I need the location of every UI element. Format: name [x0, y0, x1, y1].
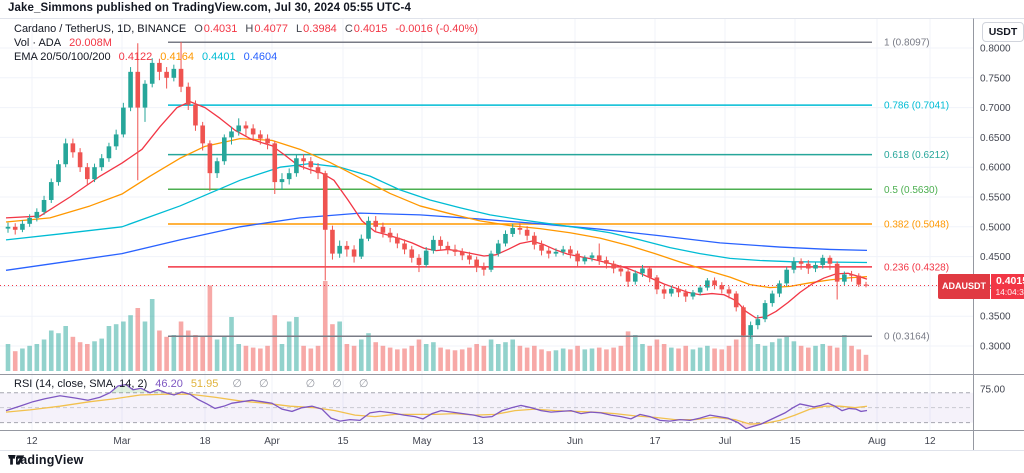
close-label: C [344, 23, 353, 35]
svg-text:0.786 (0.7041): 0.786 (0.7041) [884, 101, 949, 112]
attribution-text: Jake_Simmons published on TradingView.co… [8, 2, 411, 14]
svg-text:0.6000: 0.6000 [980, 163, 1011, 174]
svg-text:0.5000: 0.5000 [980, 222, 1011, 233]
svg-text:12: 12 [924, 436, 936, 447]
svg-text:Jul: Jul [719, 436, 732, 447]
svg-text:0.3000: 0.3000 [980, 342, 1011, 353]
rsi-title: RSI (14, close, SMA, 14, 2) [14, 378, 148, 390]
change-value: -0.0016 (-0.40%) [395, 23, 478, 35]
fib-retracement-lines[interactable] [168, 41, 872, 337]
ema-lines [5, 100, 868, 319]
svg-text:0.236 (0.4328): 0.236 (0.4328) [884, 262, 949, 273]
close-value: 0.4015 [353, 23, 388, 35]
svg-text:May: May [413, 436, 432, 447]
volume-legend-row[interactable]: Vol · ADA 20.008M [14, 37, 112, 49]
volume-label: Vol · ADA [14, 37, 62, 49]
price-axis-labels[interactable]: 0.8000 0.7500 0.7000 0.6500 0.6000 0.5500 0.50… [980, 44, 1011, 396]
svg-text:0.7500: 0.7500 [980, 73, 1011, 84]
svg-text:0.8000: 0.8000 [980, 44, 1011, 55]
volume-bars [5, 281, 869, 371]
svg-text:15: 15 [789, 436, 801, 447]
tradingview-logo-text: TradingView [8, 453, 84, 467]
candles [5, 42, 869, 339]
time-axis-labels[interactable]: 12 Mar 18 Apr 15 May 13 Jun 17 Jul 15 Aug 12 [26, 436, 936, 447]
svg-text:Aug: Aug [868, 436, 886, 447]
symbol-title: Cardano / TetherUS, 1D, BINANCE [14, 23, 187, 35]
badge-price-box: 0.4015 14:04:36 [991, 274, 1024, 299]
svg-text:17: 17 [649, 436, 661, 447]
badge-symbol: ADAUSDT [938, 274, 990, 299]
ema-legend-row[interactable]: EMA 20/50/100/200 0.4122 0.4164 0.4401 0.460… [14, 51, 277, 63]
svg-text:0.3500: 0.3500 [980, 312, 1011, 323]
svg-text:75.00: 75.00 [980, 385, 1005, 396]
svg-text:0.618 (0.6212): 0.618 (0.6212) [884, 150, 949, 161]
tradingview-logo-icon [8, 455, 25, 465]
last-price-badge: ADAUSDT 0.4015 14:04:36 [938, 274, 1024, 299]
symbol-legend-row[interactable]: Cardano / TetherUS, 1D, BINANCE O0.4031 H0… [14, 23, 478, 35]
svg-text:0 (0.3164): 0 (0.3164) [884, 332, 930, 343]
svg-text:1 (0.8097): 1 (0.8097) [884, 38, 930, 49]
low-label: L [296, 23, 303, 35]
open-label: O [194, 23, 203, 35]
svg-text:18: 18 [199, 436, 211, 447]
badge-price: 0.4015 [995, 275, 1024, 287]
svg-text:13: 13 [472, 436, 484, 447]
rsi-line [5, 383, 868, 430]
ema20-value: 0.4122 [118, 51, 153, 63]
rsi-pane [0, 383, 973, 430]
low-value: 0.3984 [303, 23, 337, 35]
rsi-empty-markers-2: ∅ ∅ ∅ [305, 378, 376, 390]
rsi-legend-row[interactable]: RSI (14, close, SMA, 14, 2) 46.20 51.95 ∅ ∅… [14, 377, 375, 390]
ema50-value: 0.4164 [160, 51, 194, 63]
svg-text:0.382 (0.5048): 0.382 (0.5048) [884, 219, 949, 230]
tradingview-logo[interactable]: TradingView [8, 453, 84, 467]
fib-labels: 1 (0.8097) 0.786 (0.7041) 0.618 (0.6212) 0.… [884, 38, 949, 343]
ema100-value: 0.4401 [201, 51, 236, 63]
svg-text:12: 12 [26, 436, 38, 447]
svg-text:Mar: Mar [113, 436, 131, 447]
high-label: H [245, 23, 254, 35]
currency-toggle-button[interactable]: USDT [982, 22, 1024, 42]
rsi-value: 46.20 [155, 378, 183, 390]
svg-text:15: 15 [337, 436, 349, 447]
svg-text:0.7000: 0.7000 [980, 103, 1011, 114]
pane-separators[interactable] [0, 18, 1024, 451]
ema200-value: 0.4604 [243, 51, 278, 63]
volume-value: 20.008M [69, 37, 112, 49]
svg-text:Apr: Apr [264, 436, 280, 447]
svg-text:0.5 (0.5630): 0.5 (0.5630) [884, 185, 938, 196]
svg-text:0.4500: 0.4500 [980, 252, 1011, 263]
open-value: 0.4031 [203, 23, 238, 35]
badge-countdown: 14:04:36 [995, 287, 1024, 297]
ema-label: EMA 20/50/100/200 [14, 51, 111, 63]
rsi-sma-value: 51.95 [190, 378, 219, 390]
svg-text:0.6500: 0.6500 [980, 133, 1011, 144]
rsi-empty-markers: ∅ ∅ [232, 378, 276, 390]
high-value: 0.4077 [254, 23, 289, 35]
svg-text:0.5500: 0.5500 [980, 193, 1011, 204]
svg-text:Jun: Jun [567, 436, 583, 447]
